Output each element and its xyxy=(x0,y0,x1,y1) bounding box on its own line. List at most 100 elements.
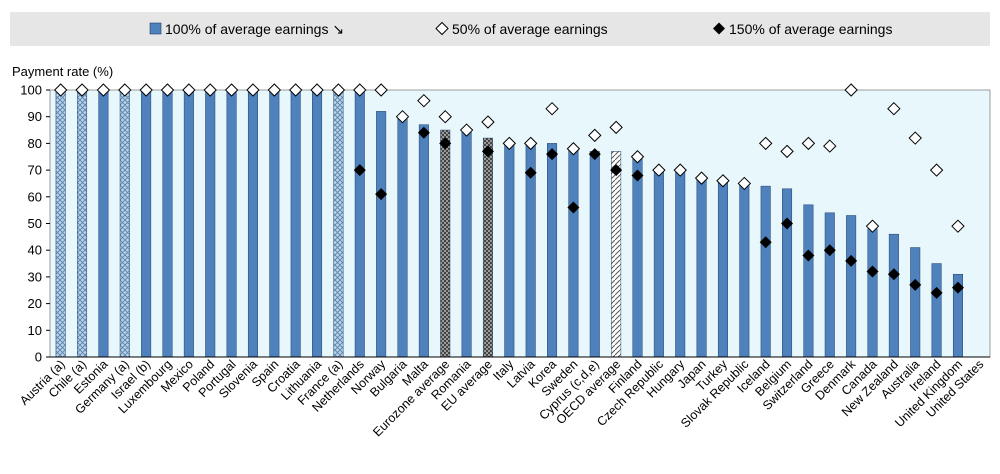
legend-label-150: 150% of average earnings xyxy=(729,21,892,37)
bar-norway xyxy=(376,111,387,358)
bar-germany-a xyxy=(119,89,130,358)
marker-50-australia xyxy=(908,131,922,145)
marker-150-malta xyxy=(417,126,430,139)
marker-150-new-zealand xyxy=(887,268,900,281)
marker-50-slovenia xyxy=(246,83,260,97)
y-axis-label: Payment rate (%) xyxy=(12,64,113,79)
marker-50-portugal xyxy=(224,83,239,97)
legend-marker-150 xyxy=(713,22,725,35)
marker-50-belgium xyxy=(780,144,794,159)
bar-czech-republic xyxy=(653,169,664,358)
bar-iceland xyxy=(760,185,771,358)
bar-oecd-average xyxy=(611,151,622,358)
bar-bulgaria xyxy=(397,116,408,358)
marker-150-united-kingdom xyxy=(951,281,964,294)
bar-sweden xyxy=(568,148,579,358)
legend: 100% of average earnings ↘ 50% of averag… xyxy=(149,21,892,37)
marker-50-denmark xyxy=(844,83,858,97)
marker-150-eu-average xyxy=(481,145,494,158)
bar-malta xyxy=(418,124,429,358)
bar-poland xyxy=(205,89,216,358)
marker-50-ireland xyxy=(929,163,944,177)
marker-150-norway xyxy=(375,188,388,201)
marker-50-eu-average xyxy=(481,115,495,129)
markers-group xyxy=(53,83,965,299)
marker-150-netherlands xyxy=(353,164,366,177)
y-tick-label-30: 30 xyxy=(28,269,42,284)
marker-50-sweden xyxy=(566,142,581,156)
bar-estonia xyxy=(98,89,109,358)
marker-50-germany-a xyxy=(118,83,132,97)
marker-50-latvia xyxy=(523,136,538,151)
marker-150-ireland xyxy=(930,286,943,299)
bar-netherlands xyxy=(354,89,365,358)
bar-portugal xyxy=(226,89,237,358)
marker-150-oecd-average xyxy=(610,164,623,177)
marker-50-romania xyxy=(459,123,474,137)
marker-50-malta xyxy=(417,93,431,108)
bar-austria-a xyxy=(55,89,66,358)
bar-slovenia xyxy=(247,89,258,358)
marker-150-eurozone-average xyxy=(439,137,452,150)
marker-50-croatia xyxy=(288,83,303,97)
bar-switzerland xyxy=(803,204,814,358)
marker-50-korea xyxy=(545,101,559,116)
bar-mexico xyxy=(183,89,194,358)
bar-finland xyxy=(632,156,643,358)
marker-50-lithuania xyxy=(310,83,324,97)
marker-150-latvia xyxy=(524,166,537,179)
bar-turkey xyxy=(717,180,728,358)
marker-50-mexico xyxy=(182,83,196,97)
bar-chile-a xyxy=(77,89,88,358)
y-tick-label-50: 50 xyxy=(28,216,42,231)
bar-slovak-republic xyxy=(739,183,750,358)
y-axis: 0 10 20 30 40 50 60 70 80 90 100 xyxy=(20,83,50,365)
bar-eu-average xyxy=(482,137,493,358)
marker-50-france-a xyxy=(331,83,346,97)
bar-france-a xyxy=(333,89,344,358)
bar-korea xyxy=(547,143,558,358)
bar-eurozone-average xyxy=(440,129,451,358)
marker-50-norway xyxy=(374,83,388,97)
bar-hungary xyxy=(675,169,686,358)
y-tick-label-60: 60 xyxy=(28,189,42,204)
y-tick-label-0: 0 xyxy=(35,350,42,365)
bar-denmark xyxy=(846,215,857,358)
marker-50-oecd-average xyxy=(609,120,623,135)
marker-50-iceland xyxy=(758,136,773,151)
marker-50-hungary xyxy=(673,163,687,177)
y-tick-label-80: 80 xyxy=(28,136,42,151)
marker-50-chile-a xyxy=(75,83,89,97)
marker-50-czech-republic xyxy=(652,163,666,177)
marker-50-greece xyxy=(823,139,837,153)
legend-marker-50 xyxy=(435,21,449,36)
bar-lithuania xyxy=(312,89,323,358)
marker-50-new-zealand xyxy=(887,101,901,116)
bar-italy xyxy=(504,143,515,358)
marker-50-united-kingdom xyxy=(951,219,965,233)
marker-50-cyprus-c-d-e xyxy=(588,128,602,143)
bar-croatia xyxy=(290,89,301,358)
bar-greece xyxy=(824,212,835,358)
bar-israel-b xyxy=(141,89,152,358)
marker-50-canada xyxy=(865,219,880,233)
marker-150-korea xyxy=(546,148,559,161)
marker-50-austria-a xyxy=(53,83,68,97)
marker-50-slovak-republic xyxy=(737,176,752,191)
marker-50-japan xyxy=(694,171,709,185)
bar-new-zealand xyxy=(888,233,899,358)
bar-spain xyxy=(269,89,280,358)
marker-150-canada xyxy=(866,265,879,278)
bar-belgium xyxy=(782,188,793,358)
bars-group xyxy=(55,89,963,358)
bar-canada xyxy=(867,228,878,358)
bar-ireland xyxy=(931,263,942,358)
marker-50-luxembourg xyxy=(160,83,175,97)
marker-50-turkey xyxy=(716,174,730,188)
marker-150-cyprus-c-d-e xyxy=(588,148,601,161)
marker-50-israel-b xyxy=(139,83,153,97)
y-tick-label-90: 90 xyxy=(28,109,42,124)
marker-150-australia xyxy=(909,278,922,291)
